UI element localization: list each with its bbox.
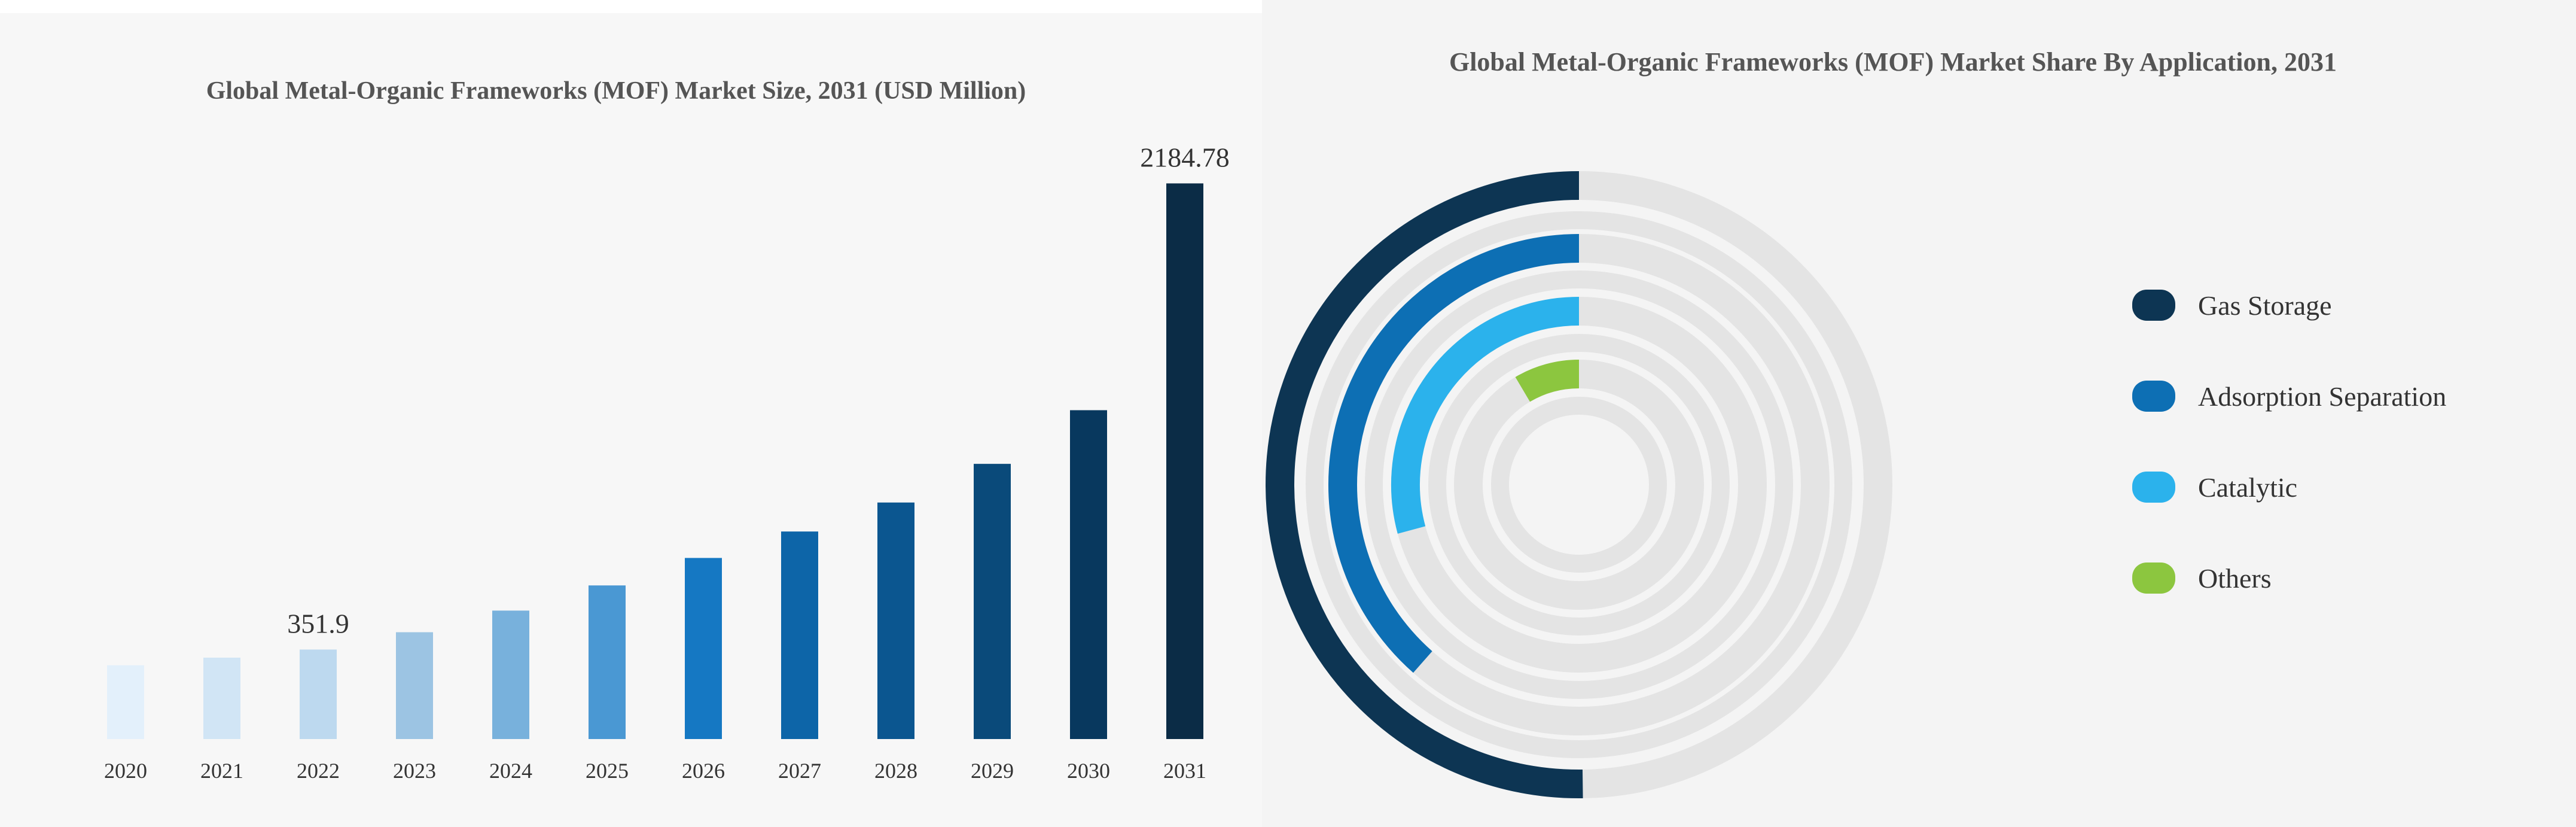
x-tick-2026: 2026	[682, 759, 725, 783]
bar-2028	[877, 502, 914, 739]
x-tick-2029: 2029	[971, 759, 1014, 783]
legend-label-gas-storage: Gas Storage	[2198, 290, 2332, 321]
x-axis-ticks: 2020 2021 2022 2023 2024 2025 2026 2027 2028 2029…	[104, 759, 1206, 783]
bar-2030	[1070, 410, 1107, 739]
data-label-2022: 351.9	[287, 608, 349, 639]
ring-arc-gas-storage	[1265, 171, 1583, 798]
bar-2026	[685, 558, 722, 739]
radial-chart-title: Global Metal-Organic Frameworks (MOF) Ma…	[1449, 47, 2337, 77]
x-tick-2022: 2022	[297, 759, 340, 783]
ring-arcs	[1265, 171, 1583, 798]
radial-chart-panel: Global Metal-Organic Frameworks (MOF) Ma…	[1262, 0, 2576, 827]
bar-2021	[203, 658, 240, 739]
ring-arc-others	[1515, 360, 1580, 402]
legend-swatch-adsorption-separation	[2132, 381, 2175, 412]
bar-2020	[107, 665, 144, 739]
data-labels: 351.9 2184.78	[287, 142, 1230, 639]
legend-label-adsorption-separation: Adsorption Separation	[2198, 381, 2446, 412]
bar-2031	[1166, 183, 1203, 739]
ring-track	[1491, 397, 1667, 573]
bar-chart-title: Global Metal-Organic Frameworks (MOF) Ma…	[206, 77, 1026, 105]
x-tick-2028: 2028	[874, 759, 917, 783]
radial-bar-chart: Global Metal-Organic Frameworks (MOF) Ma…	[1265, 47, 2446, 798]
legend-swatch-others	[2132, 563, 2175, 594]
bar-2027	[781, 531, 818, 739]
x-tick-2023: 2023	[393, 759, 436, 783]
bar-2025	[589, 585, 626, 739]
ring-arc-adsorption-separation	[1328, 234, 1580, 673]
x-tick-2027: 2027	[778, 759, 821, 783]
legend-swatch-gas-storage	[2132, 290, 2175, 321]
legend: Gas Storage Adsorption Separation Catalyti…	[2132, 290, 2446, 594]
ring-track	[1428, 334, 1730, 636]
bar-2023	[396, 632, 433, 739]
bar-chart-panel: Global Metal-Organic Frameworks (MOF) Ma…	[0, 0, 1262, 827]
x-tick-2021: 2021	[200, 759, 243, 783]
ring-arc-catalytic	[1391, 297, 1580, 534]
x-tick-2031: 2031	[1163, 759, 1206, 783]
bar-series	[107, 183, 1203, 739]
x-tick-2030: 2030	[1067, 759, 1110, 783]
bar-2024	[492, 610, 529, 739]
bar-chart: Global Metal-Organic Frameworks (MOF) Ma…	[104, 77, 1230, 783]
legend-swatch-catalytic	[2132, 472, 2175, 503]
x-tick-2025: 2025	[586, 759, 629, 783]
ring-track	[1306, 211, 1852, 758]
legend-label-catalytic: Catalytic	[2198, 472, 2297, 503]
bar-2029	[974, 464, 1011, 739]
panel-top-strip	[0, 0, 1262, 13]
x-tick-2024: 2024	[489, 759, 532, 783]
x-tick-2020: 2020	[104, 759, 147, 783]
data-label-2031: 2184.78	[1140, 142, 1230, 172]
ring-track	[1365, 270, 1793, 699]
bar-2022	[300, 649, 337, 739]
legend-label-others: Others	[2198, 563, 2272, 594]
